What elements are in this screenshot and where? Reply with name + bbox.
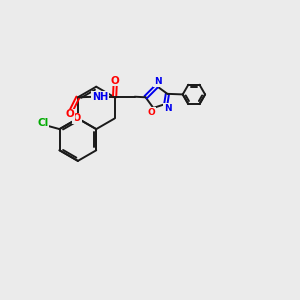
Text: O: O — [111, 76, 119, 85]
Text: O: O — [66, 110, 75, 119]
Text: Cl: Cl — [37, 118, 48, 128]
Text: N: N — [164, 104, 171, 113]
Text: O: O — [73, 113, 81, 124]
Text: N: N — [154, 77, 162, 86]
Text: NH: NH — [92, 92, 108, 102]
Text: O: O — [148, 108, 155, 117]
